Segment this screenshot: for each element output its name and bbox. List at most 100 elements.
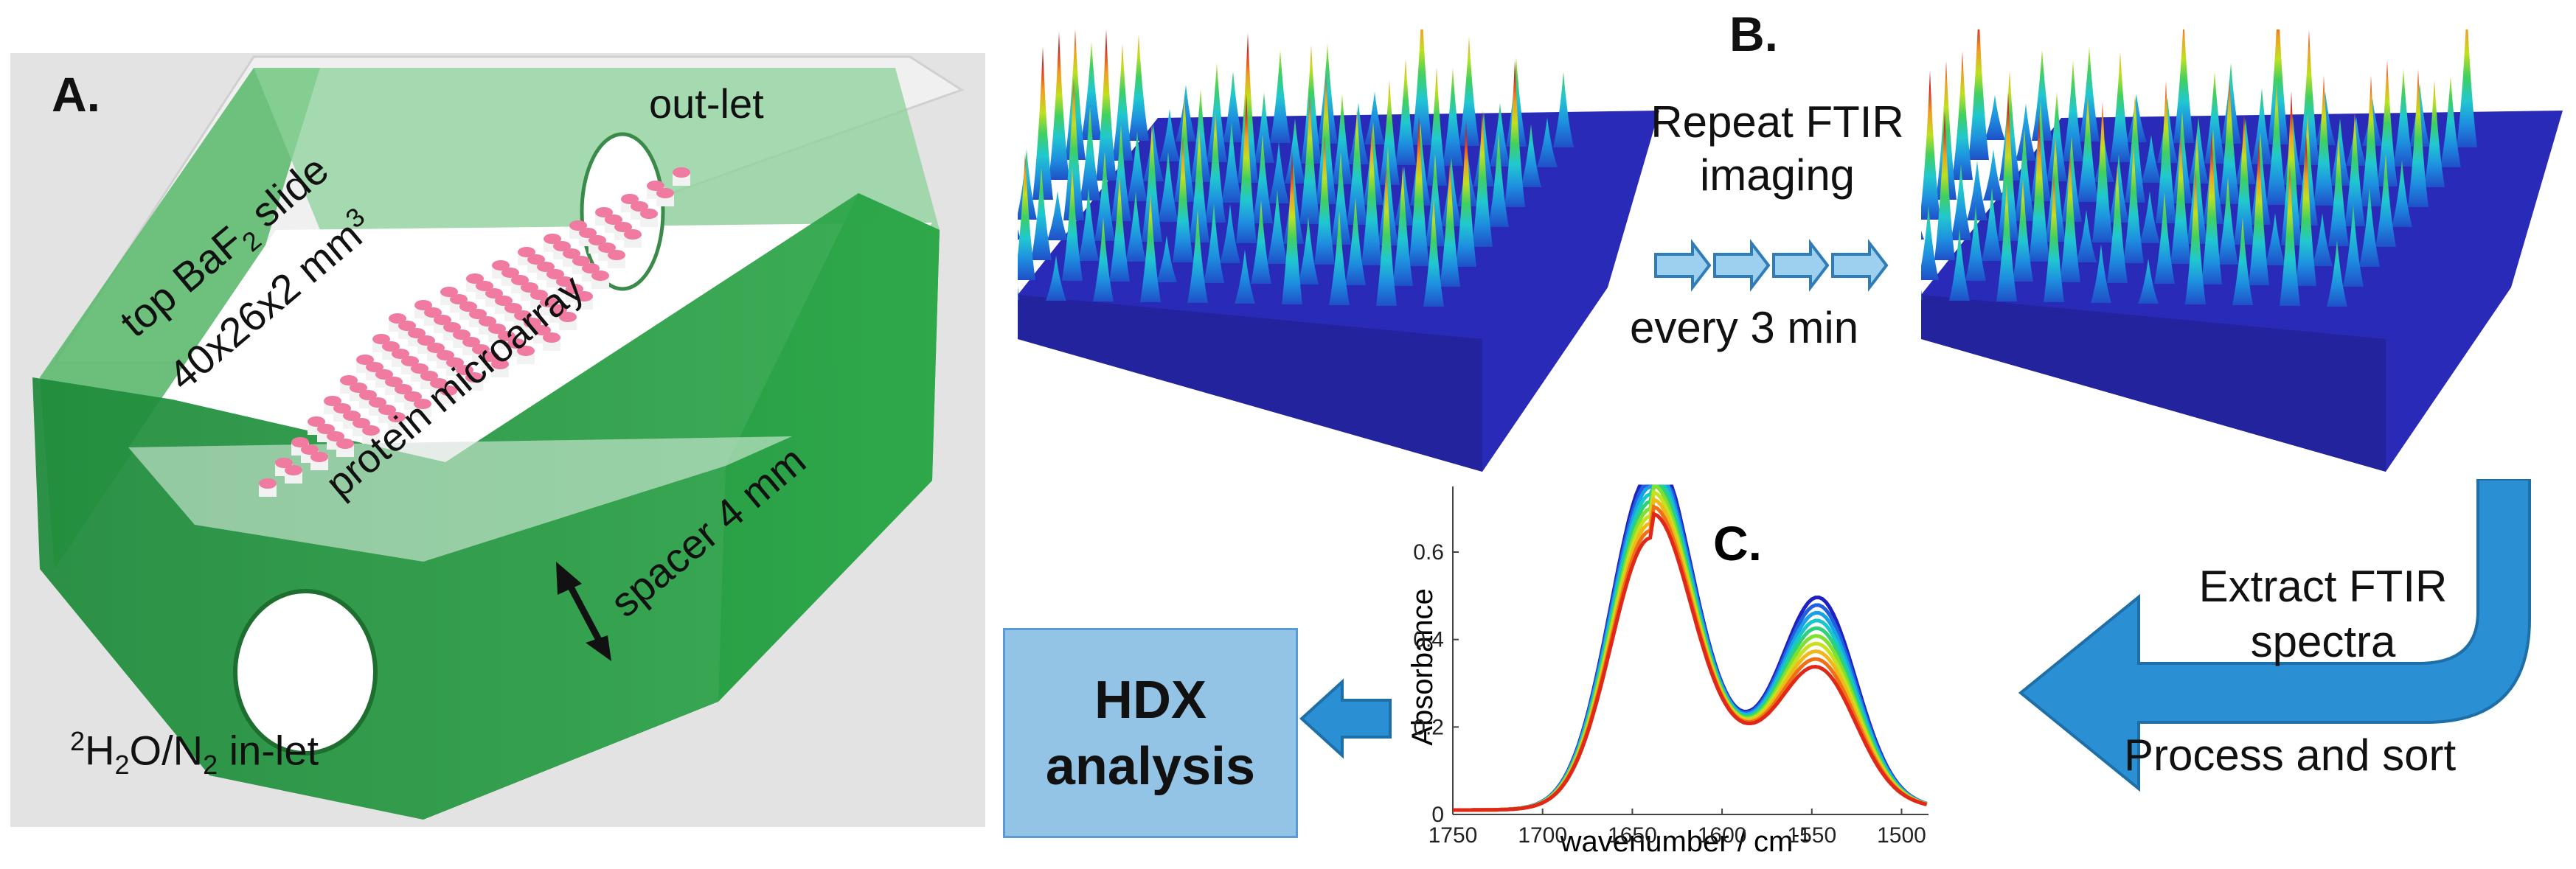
intensity-peak bbox=[2328, 136, 2349, 246]
microarray-spot bbox=[479, 316, 496, 327]
x-tick-label: 1500 bbox=[1877, 823, 1926, 848]
microarray-spot bbox=[420, 371, 438, 381]
intensity-peak bbox=[1018, 153, 1035, 280]
microarray-spot bbox=[598, 242, 616, 253]
microarray-spot bbox=[275, 458, 293, 468]
intensity-peak bbox=[2123, 144, 2144, 263]
intensity-peak bbox=[1332, 94, 1353, 184]
intensity-peak bbox=[2393, 69, 2414, 167]
intensity-peak bbox=[2204, 71, 2225, 164]
x-tick-label: 1550 bbox=[1787, 823, 1836, 848]
intensity-peak bbox=[1537, 117, 1558, 167]
microarray-spot bbox=[569, 220, 587, 231]
intensity-peak bbox=[1921, 205, 1939, 280]
intensity-peak bbox=[1456, 119, 1476, 267]
microarray-spot bbox=[301, 444, 319, 455]
microarray-spot bbox=[285, 465, 302, 475]
microarray-spot bbox=[453, 329, 471, 340]
intensity-peak bbox=[1174, 97, 1195, 202]
intensity-peak bbox=[2139, 191, 2160, 243]
intensity-peak bbox=[2044, 173, 2064, 302]
intensity-peak bbox=[1032, 46, 1053, 200]
intensity-peak bbox=[1426, 67, 1447, 186]
microarray-spot bbox=[582, 263, 600, 273]
intensity-peak bbox=[2170, 134, 2191, 264]
ftir-image-3d-left bbox=[1018, 29, 1659, 472]
microarray-spot bbox=[631, 201, 648, 212]
intensity-peak bbox=[2032, 49, 2052, 141]
intensity-peak bbox=[2266, 83, 2287, 205]
y-tick-label: 0.6 bbox=[1413, 540, 1444, 565]
microarray-spot bbox=[443, 322, 461, 332]
microarray-spot bbox=[434, 315, 451, 325]
intensity-peak bbox=[1063, 78, 1084, 220]
microarray-spot bbox=[465, 372, 483, 383]
intensity-peak bbox=[1921, 70, 1940, 220]
panel-b-letter: B. bbox=[1729, 7, 1778, 61]
intensity-peak bbox=[1252, 134, 1273, 223]
microarray-spot bbox=[372, 334, 390, 344]
intensity-peak bbox=[1142, 122, 1162, 242]
flow-arrow-icon bbox=[2018, 479, 2531, 792]
panel-c-letter: C. bbox=[1713, 516, 1762, 570]
spacer-arrow bbox=[556, 562, 611, 661]
spectrum-line bbox=[1453, 489, 1928, 812]
intensity-peak bbox=[2154, 192, 2175, 284]
intensity-peak bbox=[1065, 29, 1086, 160]
microarray-spot bbox=[440, 385, 457, 396]
intensity-peak bbox=[1270, 49, 1291, 143]
microarray-spot bbox=[385, 377, 403, 387]
microarray-spot bbox=[608, 250, 625, 260]
intensity-peak bbox=[1062, 165, 1083, 281]
microarray-spot bbox=[544, 234, 561, 244]
microarray-spot bbox=[427, 343, 445, 353]
intensity-peak bbox=[1046, 255, 1066, 301]
spectrum-line bbox=[1453, 484, 1928, 812]
intensity-peak bbox=[1109, 175, 1130, 282]
microarray-spot bbox=[375, 369, 393, 380]
microarray-spot bbox=[317, 424, 335, 434]
microarray-spot bbox=[530, 290, 548, 300]
microarray-spot bbox=[336, 439, 354, 449]
intensity-peak bbox=[1440, 161, 1460, 287]
microarray-spot bbox=[469, 309, 487, 319]
intensity-peak bbox=[1936, 60, 1957, 200]
intensity-peak bbox=[1018, 228, 1021, 240]
microarray-spot bbox=[472, 344, 490, 355]
microarray-spot bbox=[437, 350, 454, 360]
intensity-peak bbox=[1159, 108, 1180, 161]
intensity-peak bbox=[2296, 132, 2316, 286]
microarray-spot bbox=[414, 399, 431, 409]
microarray-spot bbox=[353, 418, 370, 428]
y-tick-label: 0.2 bbox=[1413, 715, 1444, 739]
intensity-peak bbox=[2268, 29, 2288, 144]
intensity-peak bbox=[2327, 240, 2347, 307]
intensity-peak bbox=[1379, 80, 1400, 185]
microarray-spot bbox=[624, 229, 642, 240]
intensity-peak bbox=[2077, 96, 2098, 202]
intensity-peak bbox=[2014, 128, 2035, 221]
outlet-label: out-let bbox=[649, 80, 764, 127]
intensity-peak bbox=[1998, 92, 2018, 241]
microarray-spot bbox=[482, 352, 499, 362]
intensity-peak bbox=[1965, 206, 1986, 281]
x-tick-label: 1600 bbox=[1698, 823, 1747, 848]
intensity-peak bbox=[2063, 60, 2083, 161]
intensity-peak bbox=[1364, 91, 1385, 144]
microarray-spot bbox=[492, 260, 510, 271]
flow-cell-illustration bbox=[32, 55, 965, 820]
intensity-peak bbox=[1018, 286, 1019, 300]
intensity-peak bbox=[1409, 114, 1429, 266]
x-axis-label: wavenumber / cm-1 bbox=[1560, 823, 1811, 858]
intensity-peak bbox=[2138, 259, 2159, 304]
microarray-spot bbox=[378, 405, 396, 415]
microarray-spot bbox=[559, 312, 577, 322]
intensity-peak bbox=[1189, 126, 1209, 242]
microarray-spot bbox=[572, 256, 590, 266]
x-tick-label: 1700 bbox=[1518, 823, 1567, 848]
intensity-peak bbox=[1298, 216, 1319, 285]
microarray-spot bbox=[446, 357, 464, 368]
intensity-peak bbox=[1952, 51, 1973, 180]
x-tick-label: 1650 bbox=[1608, 823, 1657, 848]
intensity-peak bbox=[2457, 29, 2477, 147]
